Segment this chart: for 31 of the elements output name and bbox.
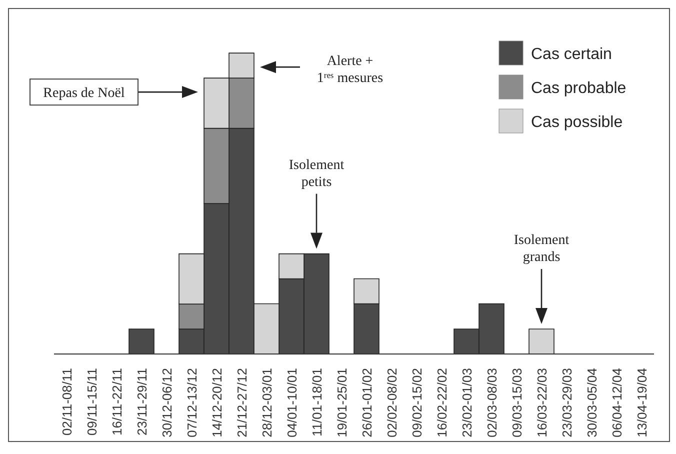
- annotation: Alerte + 1$^{res}$ mesures: [316, 54, 384, 86]
- x-tick-label: 07/12-13/12: [184, 368, 200, 438]
- x-tick-label: 30/12-06/12: [160, 368, 174, 438]
- x-tick-label: 23/02-01/03: [460, 368, 474, 438]
- x-tick-label: 16/02-22/02: [434, 368, 450, 438]
- x-tick-label: 09/11-15/11: [84, 368, 100, 436]
- x-tick-label: 23/11-29/11: [134, 368, 150, 436]
- x-tick-label: 28/12-03/01: [260, 368, 274, 438]
- x-tick-label: 02/02-08/02: [384, 368, 400, 438]
- legend-label: Cas probable: [531, 80, 626, 97]
- x-tick-label: 13/04-19/04: [634, 368, 650, 438]
- x-tick-label: 06/04-12/04: [610, 368, 624, 438]
- annotation: Isolement petits: [288, 158, 344, 190]
- x-tick-label: 26/01-01/02: [360, 368, 374, 438]
- x-tick-label: 09/03-15/03: [510, 368, 524, 438]
- x-tick-label: 16/03-22/03: [534, 368, 550, 438]
- legend-label: Cas certain: [531, 46, 612, 63]
- x-tick-label: 02/11-08/11: [60, 368, 74, 436]
- x-tick-label: 21/12-27/12: [234, 368, 250, 438]
- legend-label: Cas possible: [531, 114, 623, 131]
- annotation: Repas de Noël: [43, 86, 125, 102]
- x-tick-label: 30/03-05/04: [584, 368, 600, 438]
- x-tick-label: 23/03-29/03: [560, 368, 574, 438]
- x-tick-label: 04/01-10/01: [284, 368, 300, 438]
- x-tick-label: 16/11-22/11: [110, 368, 124, 436]
- x-tick-label: 02/03-08/03: [484, 368, 500, 438]
- x-tick-label: 19/01-25/01: [334, 368, 350, 438]
- x-tick-label: 11/01-18/01: [310, 368, 324, 436]
- x-tick-label: 14/12-20/12: [210, 368, 224, 438]
- x-tick-label: 09/02-15/02: [410, 368, 424, 438]
- annotation: Isolement grands: [514, 233, 570, 266]
